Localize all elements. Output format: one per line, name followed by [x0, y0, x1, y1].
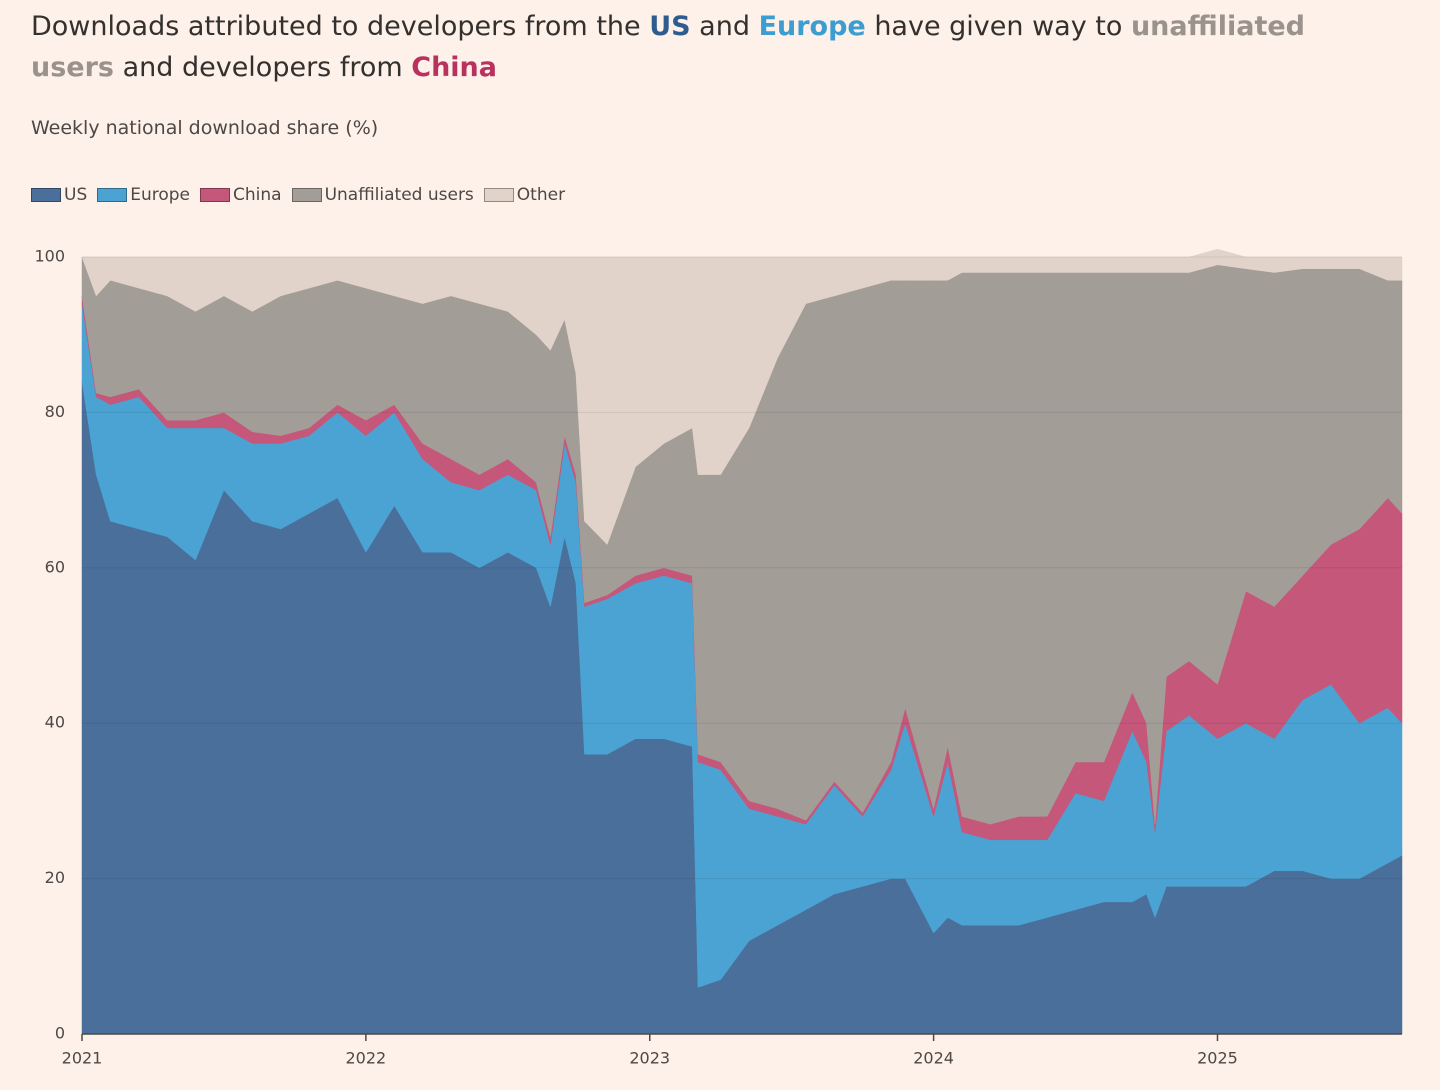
title-segment: Europe: [758, 11, 866, 42]
title-segment: unaffiliated users: [31, 11, 1306, 83]
x-tick-label: 2023: [629, 1049, 670, 1068]
chart-subtitle: Weekly national download share (%): [31, 117, 379, 139]
legend: US Europe China Unaffiliated users Other: [31, 185, 565, 205]
legend-swatch: [97, 188, 128, 202]
x-tick-label: 2021: [62, 1049, 103, 1068]
legend-item: Europe: [97, 185, 190, 205]
legend-label: China: [233, 185, 282, 205]
title-segment: and: [690, 11, 759, 42]
legend-swatch: [200, 188, 231, 202]
y-tick-label: 0: [55, 1024, 65, 1043]
y-tick-label: 100: [34, 247, 65, 266]
title-segment: US: [649, 11, 691, 42]
legend-swatch: [291, 188, 322, 202]
title-segment: Downloads attributed to developers from …: [31, 11, 650, 42]
legend-swatch: [31, 188, 61, 202]
x-tick-label: 2024: [913, 1049, 954, 1068]
title-segment: have given way to: [865, 11, 1131, 42]
legend-label: Other: [516, 185, 566, 205]
y-tick-label: 40: [45, 713, 65, 732]
y-tick-label: 20: [45, 868, 65, 887]
chart-title: Downloads attributed to developers from …: [31, 6, 1361, 88]
legend-item: China: [200, 185, 282, 205]
area: [81, 248, 1403, 545]
y-tick-label: 80: [45, 402, 65, 421]
legend-item: Unaffiliated users: [291, 185, 474, 205]
title-segment: and developers from: [114, 52, 412, 83]
legend-swatch: [483, 188, 514, 202]
legend-item: US: [31, 185, 87, 205]
y-tick-label: 60: [45, 557, 65, 576]
x-tick-label: 2022: [346, 1049, 387, 1068]
legend-item: Other: [483, 185, 566, 205]
title-segment: China: [411, 52, 497, 83]
legend-label: Europe: [130, 185, 191, 205]
legend-label: Unaffiliated users: [324, 185, 474, 205]
legend-label: US: [64, 185, 88, 205]
x-tick-label: 2025: [1197, 1049, 1238, 1068]
